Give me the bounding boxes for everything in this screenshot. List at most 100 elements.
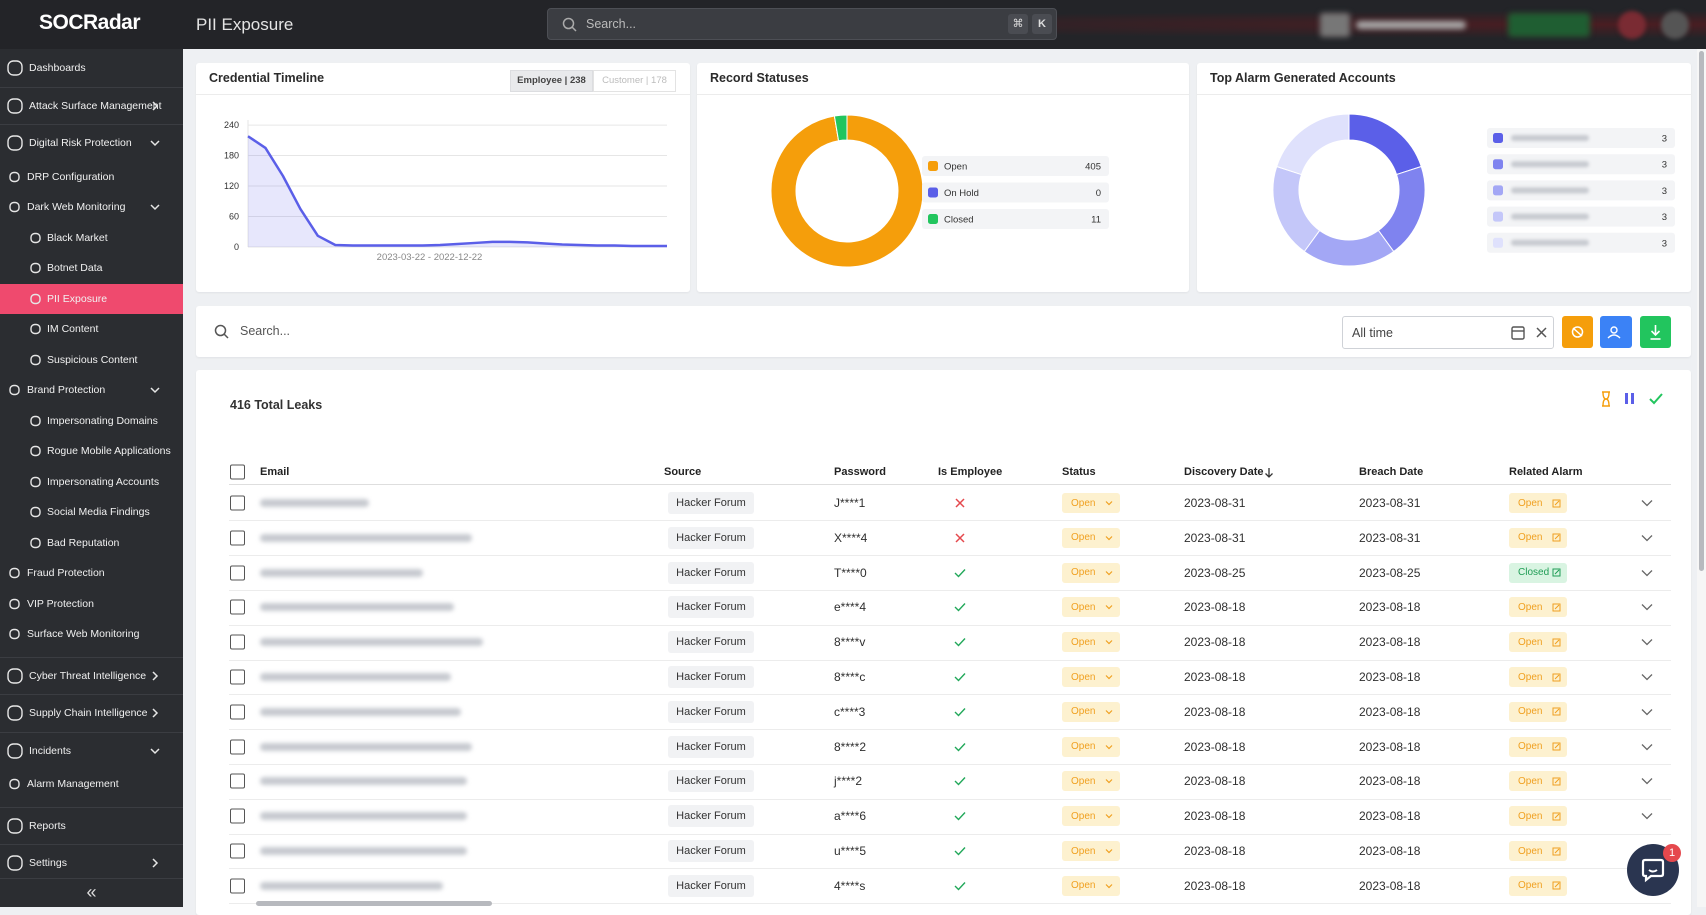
blurred-status[interactable] <box>1508 13 1590 37</box>
divider <box>697 94 1189 95</box>
shortcut-key: ⌘ <box>1008 14 1028 34</box>
nav-item[interactable]: PII Exposure <box>0 283 183 314</box>
y-tick-label: 180 <box>224 151 239 161</box>
scrollbar-thumb[interactable] <box>256 901 492 906</box>
global-search[interactable]: Search... ⌘ K <box>547 8 1057 40</box>
nav-label: Dashboards <box>29 61 86 74</box>
nav-item[interactable]: Social Media Findings <box>0 497 183 528</box>
blurred-avatar[interactable] <box>1661 11 1689 39</box>
icon-shape <box>30 537 41 548</box>
nav-label: Fraud Protection <box>27 567 105 580</box>
scrollbar-thumb[interactable] <box>1699 51 1704 571</box>
nav-label: Bad Reputation <box>47 536 120 549</box>
blurred-logo <box>1320 13 1350 37</box>
nav-item[interactable]: Suspicious Content <box>0 345 183 376</box>
date-filter-value: All time <box>1352 326 1393 340</box>
top-bar: SOCRadar PII Exposure Search... ⌘ K <box>0 0 1706 49</box>
donut-segment <box>1276 113 1350 176</box>
logo[interactable]: SOCRadar <box>39 11 141 34</box>
nav-label: Brand Protection <box>27 384 106 397</box>
nav-label: Cyber Threat Intelligence <box>29 669 147 682</box>
blurred-notification[interactable] <box>1618 11 1646 39</box>
nav-item[interactable]: Fraud Protection <box>0 558 183 589</box>
filter-bar: Search... All time <box>196 306 1691 357</box>
nav-item[interactable]: Digital Risk Protection <box>0 124 183 162</box>
icon-shape <box>30 507 41 518</box>
status-icons[interactable] <box>1598 390 1678 408</box>
nav-icon <box>9 171 20 182</box>
nav-item[interactable]: Alarm Management <box>0 769 183 800</box>
nav-item[interactable]: Black Market <box>0 223 183 254</box>
nav-item[interactable]: Dashboards <box>0 49 183 87</box>
icon-shape <box>30 354 41 365</box>
nav-item[interactable]: Dark Web Monitoring <box>0 192 183 223</box>
chevron <box>150 387 160 394</box>
legend-row <box>922 209 1109 229</box>
chevron <box>150 140 160 147</box>
legend-swatch <box>928 161 938 171</box>
nav-icon <box>9 629 20 640</box>
icon-shape <box>30 324 41 335</box>
icon-shape <box>7 705 23 721</box>
nav-item[interactable]: Incidents <box>0 731 183 770</box>
nav-chevron <box>150 204 160 211</box>
action-buttons[interactable] <box>1562 316 1672 349</box>
nav-item[interactable]: Supply Chain Intelligence <box>0 694 183 732</box>
search-placeholder: Search... <box>586 17 637 31</box>
legend-swatch <box>1493 159 1503 170</box>
nav-label: PII Exposure <box>47 292 108 305</box>
nav-item[interactable]: Reports <box>0 806 183 845</box>
chevron <box>152 101 159 111</box>
nav-label: VIP Protection <box>27 597 94 610</box>
nav-icon <box>30 537 41 548</box>
nav-chevron <box>152 671 159 681</box>
legend-value: 3 <box>1662 212 1667 223</box>
icon-shape <box>7 60 23 76</box>
legend-label-blurred <box>1511 213 1589 220</box>
nav-label: Settings <box>29 857 67 870</box>
nav-item[interactable]: DRP Configuration <box>0 162 183 193</box>
nav-icon <box>30 354 41 365</box>
legend-value: 3 <box>1662 160 1667 171</box>
nav-item[interactable]: Settings <box>0 844 183 882</box>
donut-segment <box>1303 229 1395 267</box>
date-filter[interactable]: All time <box>1342 316 1554 349</box>
search-input[interactable]: Search... <box>240 324 291 338</box>
nav-icon <box>30 476 41 487</box>
nav-item[interactable]: Botnet Data <box>0 253 183 284</box>
tab-customer[interactable]: Customer | 178 <box>593 70 676 92</box>
chevron <box>150 204 160 211</box>
nav-item[interactable]: Surface Web Monitoring <box>0 619 183 650</box>
nav-chevron <box>150 748 160 754</box>
tab-employee[interactable]: Employee | 238 <box>510 70 593 92</box>
nav-item[interactable]: Cyber Threat Intelligence <box>0 656 183 695</box>
legend-value: 405 <box>1085 162 1101 173</box>
legend-label: Closed <box>944 215 974 226</box>
icon-shape <box>30 476 41 487</box>
nav-label: Surface Web Monitoring <box>27 628 140 641</box>
blurred-company[interactable] <box>1356 21 1466 29</box>
search-icon <box>562 17 577 32</box>
nav-chevron <box>152 858 159 868</box>
record-statuses-card: Record Statuses Open 405 On Hold 0 Closed 11 <box>697 63 1189 292</box>
nav-item[interactable]: IM Content <box>0 314 183 345</box>
nav-icon <box>30 293 41 304</box>
nav-item[interactable]: Attack Surface Management <box>0 86 183 125</box>
nav-icon <box>30 415 41 426</box>
nav-item[interactable]: Bad Reputation <box>0 528 183 559</box>
nav-icon <box>7 743 23 759</box>
sidebar: Dashboards Attack Surface Management Digit… <box>0 49 183 907</box>
nav-chevron <box>150 140 160 147</box>
nav-item[interactable]: VIP Protection <box>0 589 183 620</box>
nav-item[interactable]: Impersonating Domains <box>0 406 183 437</box>
nav-label: Impersonating Domains <box>47 414 158 427</box>
icon-shape <box>9 568 20 579</box>
shortcut-key: K <box>1032 14 1052 34</box>
y-tick-label: 0 <box>234 242 239 252</box>
line-area <box>248 136 667 247</box>
collapse-button[interactable]: « <box>0 878 183 908</box>
legend-value: 0 <box>1096 188 1101 199</box>
nav-item[interactable]: Rogue Mobile Applications <box>0 436 183 467</box>
nav-item[interactable]: Impersonating Accounts <box>0 467 183 498</box>
nav-item[interactable]: Brand Protection <box>0 375 183 406</box>
